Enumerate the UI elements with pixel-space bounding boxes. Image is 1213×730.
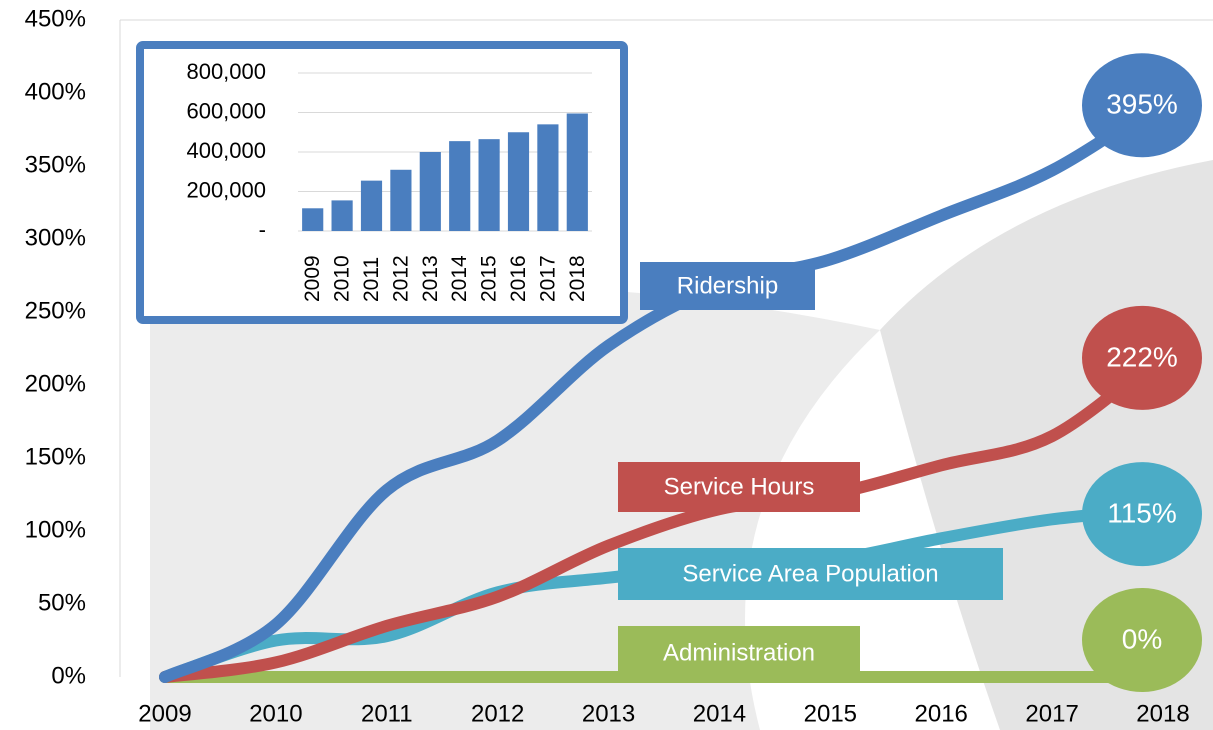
x-tick-label: 2011 [360,257,383,302]
series-label: Service Area Population [682,560,938,587]
bg-shape [150,284,880,730]
data-label: 115% [1107,497,1177,528]
x-tick-label: 2018 [566,255,589,302]
series-label-box [640,262,815,310]
series-label: Administration [663,639,815,666]
y-tick-label: 150% [25,443,86,470]
series-line [159,94,1169,683]
series-label-box [618,462,860,512]
y-tick-label: 400,000 [186,138,266,163]
x-tick-label: 2016 [915,700,968,727]
y-tick-label: 0% [51,662,86,689]
bar [449,141,471,231]
end-bubble [1082,462,1202,567]
y-tick-label: 400% [25,78,86,105]
x-tick-label: 2009 [301,255,324,302]
x-tick-label: 2013 [582,700,635,727]
end-bubble [1082,588,1202,692]
y-tick-label: 600,000 [186,98,266,123]
y-tick-label: 100% [25,516,86,543]
series-line [159,346,1169,683]
x-tick-label: 2018 [1136,700,1189,727]
data-label: 222% [1106,341,1178,372]
y-tick-label: 300% [25,224,86,251]
end-bubble [1082,305,1202,410]
x-tick-label: 2017 [536,255,559,302]
x-tick-label: 2014 [693,700,746,727]
y-tick-label: 50% [38,589,86,616]
bar [331,200,353,231]
x-tick-label: 2015 [804,700,857,727]
data-label: 395% [1106,89,1178,120]
x-tick-label: 2010 [249,700,302,727]
bar [302,208,324,231]
x-tick-label: 2011 [361,700,413,727]
x-tick-label: 2010 [331,255,354,302]
series-label-box [618,548,1003,600]
x-tick-label: 2017 [1025,700,1078,727]
bar [566,113,588,231]
x-tick-label: 2012 [471,700,524,727]
x-tick-label: 2012 [389,255,412,302]
series-label-box [618,626,860,680]
bar [419,152,441,231]
series-label: Ridership [677,272,778,299]
bar [390,169,412,231]
bar [478,139,500,231]
y-tick-label: 350% [25,151,86,178]
x-tick-label: 2014 [448,255,471,302]
y-tick-label: 200,000 [186,177,266,202]
bar [537,124,559,231]
end-bubble [1082,53,1202,158]
bar [360,180,383,231]
y-tick-label: - [259,217,266,242]
y-tick-label: 250% [25,297,86,324]
x-tick-label: 2013 [419,255,442,302]
bar [507,132,530,231]
y-tick-label: 450% [25,5,86,32]
y-tick-label: 800,000 [186,59,266,84]
data-label: 0% [1122,623,1162,654]
y-tick-label: 200% [25,370,86,397]
x-tick-label: 2015 [478,255,501,302]
x-tick-label: 2016 [507,255,530,302]
series-label: Service Hours [664,473,815,500]
x-tick-label: 2009 [138,700,191,727]
